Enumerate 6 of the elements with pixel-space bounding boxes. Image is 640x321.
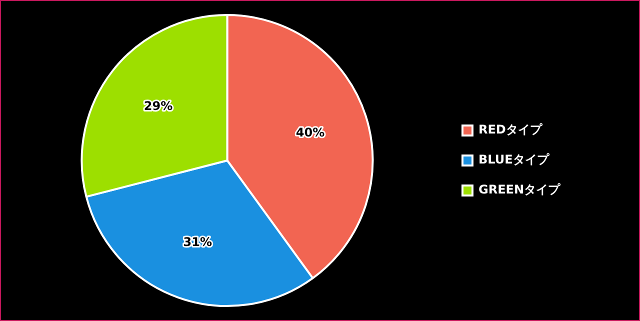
legend-label: GREENタイプ: [478, 182, 561, 197]
data-label: 31%: [183, 234, 212, 249]
legend-label: REDタイプ: [478, 122, 543, 137]
data-label: 40%: [296, 126, 325, 140]
data-label: 29%: [144, 99, 173, 114]
legend-label: BLUEタイプ: [478, 152, 550, 167]
